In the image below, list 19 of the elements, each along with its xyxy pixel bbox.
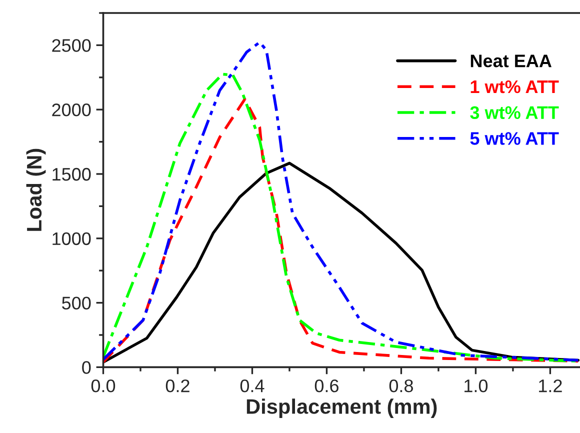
x-tick-label: 0.2	[166, 379, 190, 392]
y-tick-label: 500	[62, 296, 91, 310]
y-tick-label: 1000	[52, 232, 91, 246]
legend-label: 5 wt% ATT	[470, 132, 559, 145]
x-tick-label: 0.8	[389, 379, 413, 392]
y-tick-label: 2000	[52, 104, 91, 116]
legend-label: Neat EAA	[470, 54, 552, 68]
x-tick-label: 0.0	[91, 379, 116, 392]
x-tick-label: 1.2	[539, 379, 562, 392]
x-tick-label: 1.0	[464, 379, 488, 392]
y-tick-label: 2500	[52, 39, 91, 52]
x-tick-label: 0.6	[314, 379, 338, 392]
legend-label: 1 wt% ATT	[470, 80, 559, 94]
y-axis-title: Load (N)	[26, 148, 46, 231]
x-tick-label: 0.4	[240, 379, 264, 392]
legend-label: 3 wt% ATT	[470, 106, 559, 120]
y-tick-label: 1500	[52, 168, 91, 181]
x-axis-title: Displacement (mm)	[246, 398, 437, 418]
y-tick-label: 0	[82, 361, 91, 374]
